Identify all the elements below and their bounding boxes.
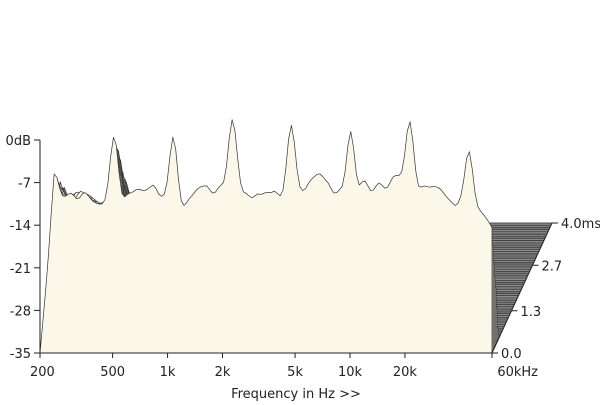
z-tick-label: 0.0	[501, 347, 522, 362]
y-tick-label: -35	[10, 347, 31, 362]
x-tick-label: 200	[30, 365, 55, 380]
z-tick-label: 2.7	[542, 259, 563, 274]
z-axis-line	[491, 222, 553, 354]
axes	[39, 140, 553, 354]
x-axis-title: Frequency in Hz >>	[231, 387, 361, 402]
x-tick-label: 10k	[338, 365, 363, 380]
x-tick-label: 5k	[287, 365, 303, 380]
decay-slice	[39, 119, 493, 354]
x-tick-label: 20k	[393, 365, 418, 380]
z-tick-label: 1.3	[521, 305, 542, 320]
y-tick-label: -14	[10, 219, 31, 234]
y-tick-label: 0dB	[6, 134, 31, 149]
x-tick-label: 1k	[160, 365, 176, 380]
x-tick-label: 2k	[215, 365, 231, 380]
x-tick-label: 60kHz	[497, 365, 538, 380]
z-tick-label: 4.0msec	[561, 217, 600, 232]
x-tick-label: 500	[100, 365, 125, 380]
tick-labels: 200 500 1k 2k 5k 10k 20k 60kHz 0dB -7 -14 -21 -28 -35…	[6, 134, 600, 380]
y-tick-label: -21	[10, 262, 31, 277]
decay-surface	[39, 119, 553, 354]
y-tick-label: -7	[18, 177, 31, 192]
y-tick-label: -28	[10, 304, 31, 319]
